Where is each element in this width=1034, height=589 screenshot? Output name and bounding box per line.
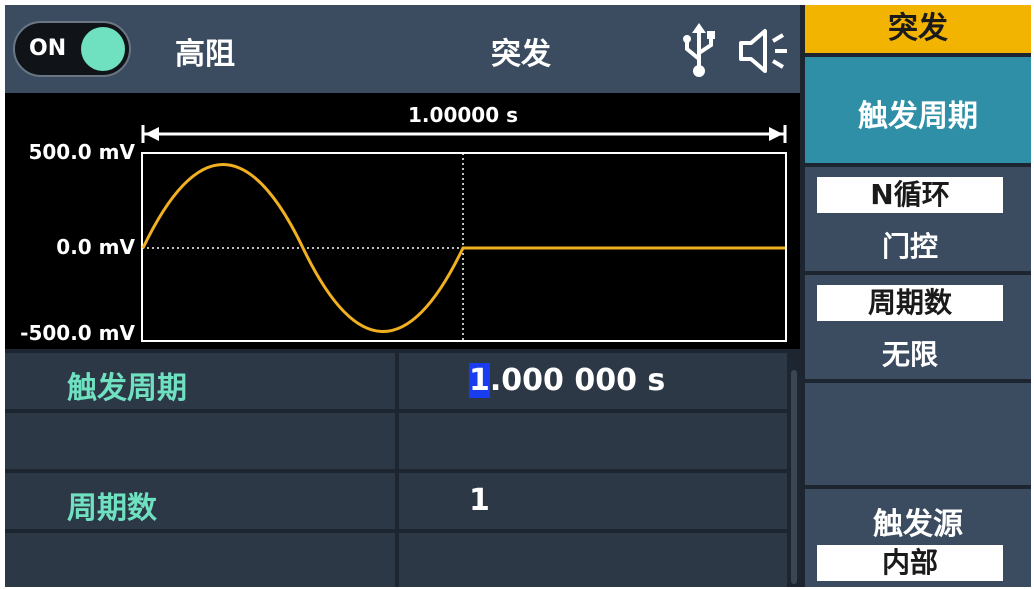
softkey-trigger-period[interactable]: 触发周期 — [805, 57, 1031, 163]
param-row-trigger-period[interactable]: 触发周期 1.000 000 s — [5, 353, 787, 409]
generator-screen: ON 高阻 突发 1.0 — [5, 5, 1031, 587]
speaker-icon — [737, 27, 789, 79]
option: 门控 — [881, 230, 938, 263]
load-impedance: 高阻 — [175, 37, 235, 72]
param-row-empty — [5, 533, 787, 587]
softkey-cycle-count[interactable]: 周期数 无限 — [805, 275, 1031, 379]
param-row-empty — [5, 413, 787, 469]
softkey-empty[interactable] — [805, 383, 1031, 485]
y-label-bottom: -500.0 mV — [20, 321, 135, 345]
param-label: 周期数 — [67, 491, 157, 526]
menu-header: 突发 — [805, 5, 1031, 53]
period-arrow — [141, 125, 787, 143]
output-toggle-label: ON — [29, 36, 67, 61]
usb-icon — [681, 23, 717, 83]
option-selected: 周期数 — [817, 285, 1003, 321]
toggle-knob — [81, 27, 125, 71]
option-selected: N循环 — [817, 177, 1003, 213]
param-value[interactable]: 1 — [469, 483, 490, 518]
param-row-cycles[interactable]: 周期数 1 — [5, 473, 787, 529]
softkey-burst-type[interactable]: N循环 门控 — [805, 167, 1031, 271]
waveform-display: 1.00000 s 500.0 mV 0.0 mV -500.0 mV — [5, 93, 800, 349]
softkey-label: 触发源 — [873, 507, 963, 542]
param-label: 触发周期 — [67, 371, 187, 406]
param-value-input[interactable]: 1.000 000 s — [469, 363, 666, 398]
option-selected: 内部 — [817, 545, 1003, 581]
mode-title: 突发 — [491, 37, 551, 72]
softkey-menu: 突发 触发周期 N循环 门控 周期数 无限 触发源 内部 — [805, 5, 1031, 587]
edit-cursor: 1 — [469, 363, 490, 398]
status-bar: ON 高阻 突发 — [5, 5, 800, 93]
option: 无限 — [881, 338, 938, 371]
y-label-mid: 0.0 mV — [56, 235, 135, 259]
output-toggle[interactable]: ON — [13, 21, 131, 77]
y-label-top: 500.0 mV — [28, 140, 135, 164]
softkey-label: 触发周期 — [858, 99, 978, 134]
waveform-trace — [141, 163, 785, 333]
period-label: 1.00000 s — [408, 103, 518, 127]
scrollbar[interactable] — [791, 370, 797, 584]
softkey-trigger-source[interactable]: 触发源 内部 — [805, 489, 1031, 587]
